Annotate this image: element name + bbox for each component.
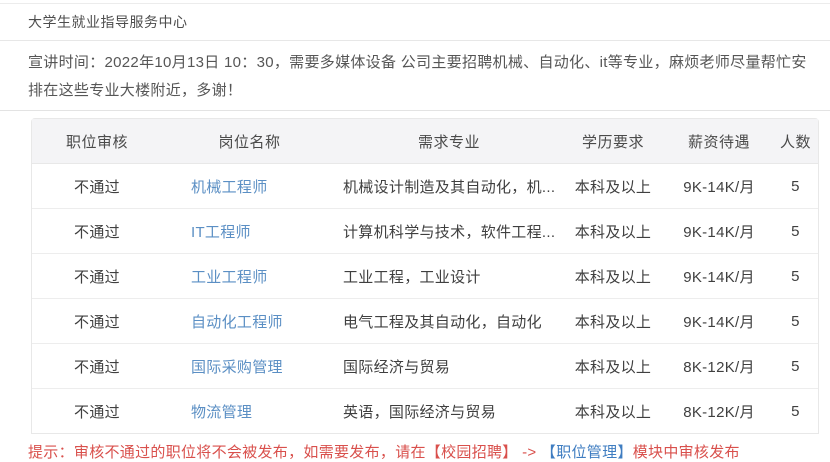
column-header-count: 人数 [773, 119, 818, 164]
position-name-link[interactable]: 工业工程师 [191, 268, 268, 286]
cell-review: 不通过 [32, 298, 162, 343]
cell-degree: 本科及以上 [561, 343, 665, 388]
cell-salary: 9K-14K/月 [665, 298, 773, 343]
table-row: 不通过 工业工程师 工业工程，工业设计 本科及以上 9K-14K/月 5 [32, 253, 818, 298]
cell-name: IT工程师 [162, 208, 337, 253]
review-tip-suffix: 模块中审核发布 [632, 444, 740, 461]
cell-count: 5 [773, 298, 818, 343]
review-tip-module-name: 【职位管理】 [540, 444, 633, 461]
cell-salary: 8K-12K/月 [665, 388, 773, 433]
table-row: 不通过 IT工程师 计算机科学与技术，软件工程... 本科及以上 9K-14K/月 5 [32, 208, 818, 253]
page-header: 大学生就业指导服务中心 [0, 3, 830, 41]
cell-degree: 本科及以上 [561, 208, 665, 253]
cell-name: 工业工程师 [162, 253, 337, 298]
cell-name: 物流管理 [162, 388, 337, 433]
cell-name: 机械工程师 [162, 164, 337, 208]
cell-review: 不通过 [32, 253, 162, 298]
column-header-degree: 学历要求 [561, 119, 665, 164]
table-header-row: 职位审核 岗位名称 需求专业 学历要求 薪资待遇 人数 [32, 119, 818, 164]
table-row: 不通过 国际采购管理 国际经济与贸易 本科及以上 8K-12K/月 5 [32, 343, 818, 388]
cell-review: 不通过 [32, 208, 162, 253]
review-tip: 提示：审核不通过的职位将不会被发布，如需要发布，请在【校园招聘】 -> 【职位管… [28, 441, 830, 462]
column-header-salary: 薪资待遇 [665, 119, 773, 164]
cell-review: 不通过 [32, 343, 162, 388]
positions-table: 职位审核 岗位名称 需求专业 学历要求 薪资待遇 人数 不通过 机械工程师 机械设计制造及其自… [31, 118, 819, 434]
column-header-review: 职位审核 [32, 119, 162, 164]
cell-salary: 9K-14K/月 [665, 208, 773, 253]
cell-salary: 8K-12K/月 [665, 343, 773, 388]
cell-count: 5 [773, 388, 818, 433]
table-body: 不通过 机械工程师 机械设计制造及其自动化，机... 本科及以上 9K-14K/月 5 不通… [32, 164, 818, 433]
presentation-notice-text: 宣讲时间：2022年10月13日 10：30，需要多媒体设备 公司主要招聘机械、… [28, 54, 807, 99]
cell-degree: 本科及以上 [561, 253, 665, 298]
table-row: 不通过 自动化工程师 电气工程及其自动化，自动化 本科及以上 9K-14K/月 5 [32, 298, 818, 343]
position-name-link[interactable]: IT工程师 [191, 223, 251, 241]
cell-degree: 本科及以上 [574, 178, 652, 196]
cell-majors: 机械设计制造及其自动化，机... [343, 178, 556, 196]
position-name-link[interactable]: 自动化工程师 [191, 313, 283, 331]
cell-salary: 9K-14K/月 [683, 178, 755, 196]
cell-majors: 电气工程及其自动化，自动化 [337, 298, 561, 343]
cell-review: 不通过 [32, 388, 162, 433]
position-name-link[interactable]: 国际采购管理 [191, 358, 283, 376]
positions-table-container: 职位审核 岗位名称 需求专业 学历要求 薪资待遇 人数 不通过 机械工程师 机械设计制造及其自… [31, 118, 819, 434]
column-header-majors: 需求专业 [337, 119, 561, 164]
cell-degree: 本科及以上 [561, 298, 665, 343]
review-tip-prefix: 提示：审核不通过的职位将不会被发布，如需要发布，请在【校园招聘】 -> [28, 444, 541, 461]
cell-majors: 工业工程，工业设计 [337, 253, 561, 298]
cell-count: 5 [773, 253, 818, 298]
column-header-name: 岗位名称 [162, 119, 337, 164]
cell-salary: 9K-14K/月 [665, 253, 773, 298]
page-title: 大学生就业指导服务中心 [28, 14, 188, 30]
table-row: 不通过 物流管理 英语，国际经济与贸易 本科及以上 8K-12K/月 5 [32, 388, 818, 433]
cell-count: 5 [791, 177, 800, 195]
cell-majors: 计算机科学与技术，软件工程... [337, 208, 561, 253]
cell-count: 5 [773, 208, 818, 253]
table-row: 不通过 机械工程师 机械设计制造及其自动化，机... 本科及以上 9K-14K/月 5 [32, 164, 818, 208]
cell-degree: 本科及以上 [561, 388, 665, 433]
cell-name: 自动化工程师 [162, 298, 337, 343]
cell-name: 国际采购管理 [162, 343, 337, 388]
cell-majors: 国际经济与贸易 [337, 343, 561, 388]
presentation-notice: 宣讲时间：2022年10月13日 10：30，需要多媒体设备 公司主要招聘机械、… [0, 41, 830, 111]
cell-majors: 英语，国际经济与贸易 [337, 388, 561, 433]
cell-review: 不通过 [74, 178, 120, 196]
position-name-link[interactable]: 物流管理 [191, 403, 253, 421]
cell-count: 5 [773, 343, 818, 388]
position-name-link[interactable]: 机械工程师 [191, 178, 268, 196]
